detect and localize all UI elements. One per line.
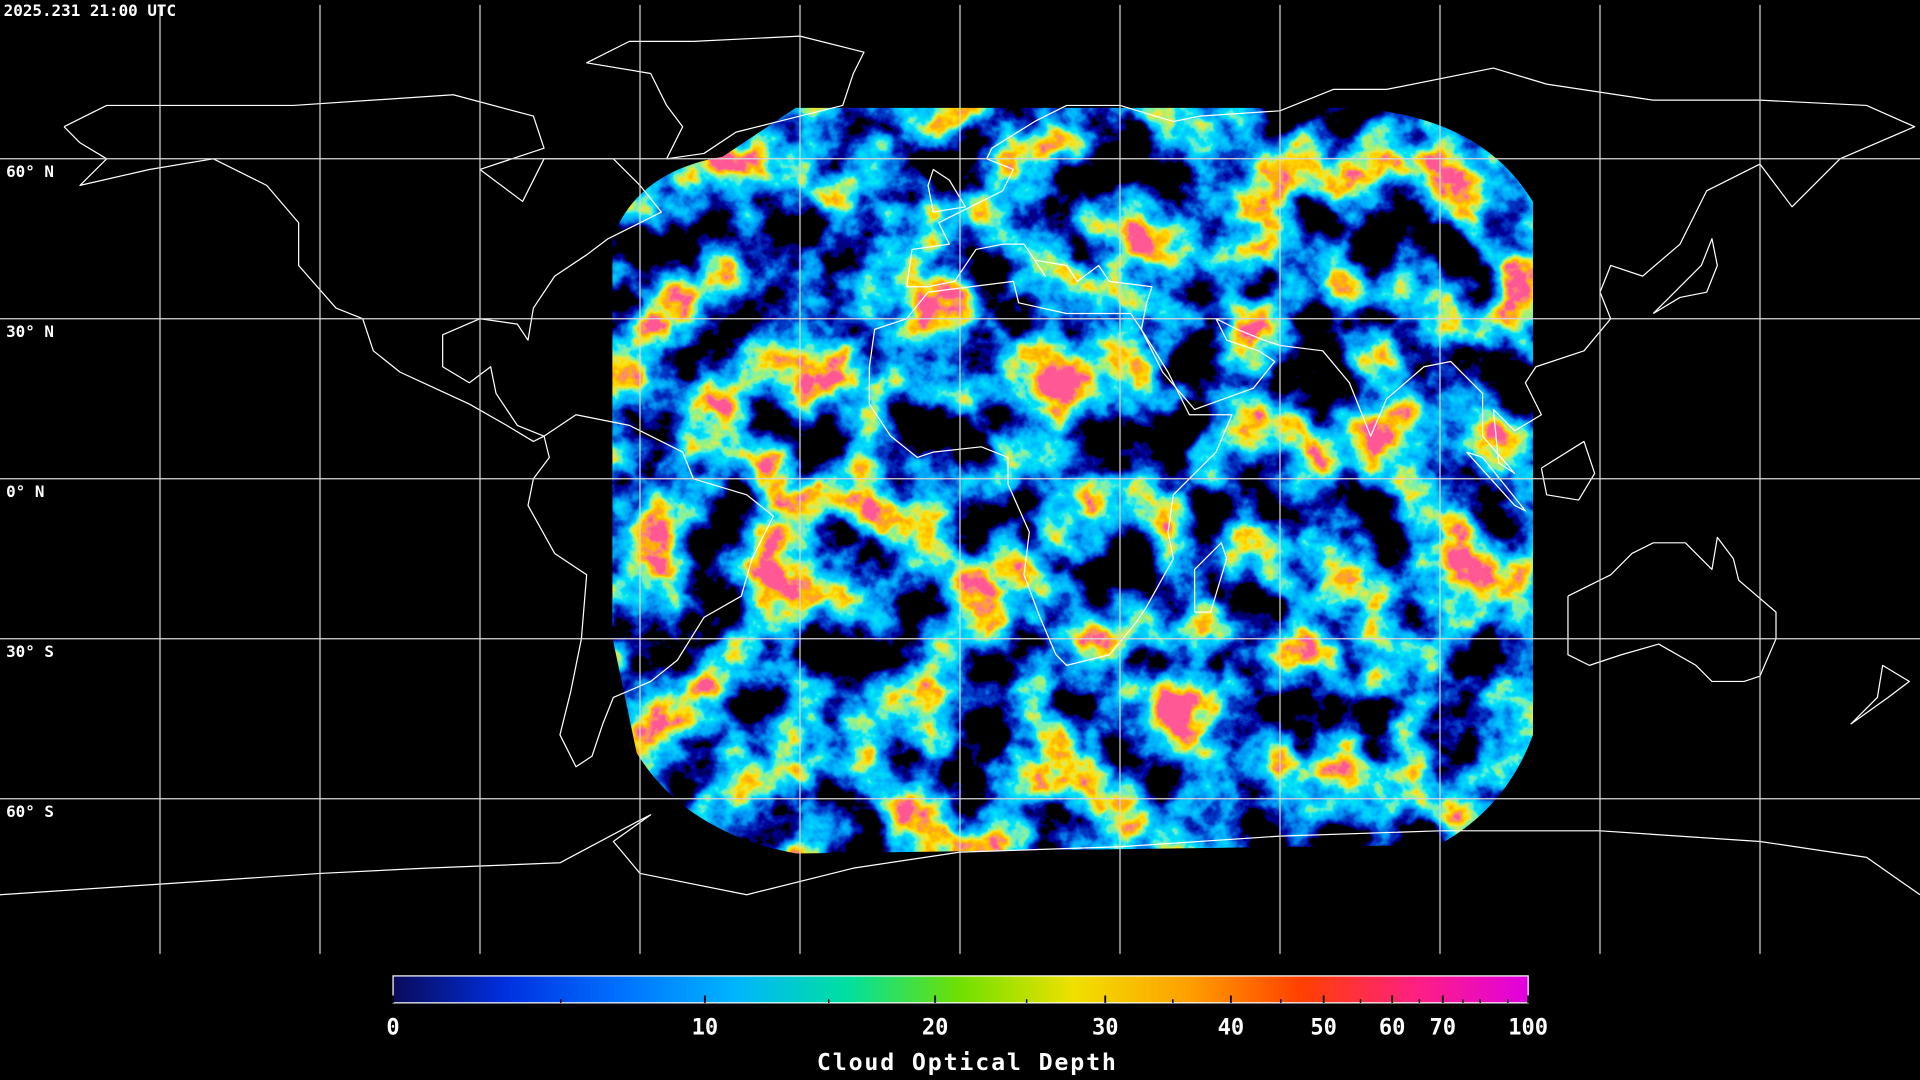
coastline	[906, 67, 1916, 474]
colorbar-tick-label: 70	[1430, 1016, 1457, 1041]
coastline	[1652, 238, 1718, 314]
coastline	[1466, 451, 1526, 512]
graticule	[0, 4, 1920, 954]
timestamp: 2025.231 21:00 UTC	[4, 1, 176, 20]
cloud-imagery	[612, 107, 1534, 854]
colorbar-tick-label: 60	[1379, 1016, 1406, 1041]
colorbar-tick-label: 20	[922, 1016, 949, 1041]
cloud-field	[612, 107, 1534, 854]
latitude-label: 60° N	[6, 162, 54, 181]
latitude-label: 0° N	[6, 482, 44, 501]
colorbar-tick-label: 10	[692, 1016, 719, 1041]
coastline	[1194, 542, 1228, 613]
latitude-label: 30° S	[6, 642, 54, 661]
coastline	[868, 280, 1233, 666]
colorbar	[392, 975, 1529, 1004]
coastline	[1567, 536, 1777, 683]
latitude-label: 60° S	[6, 802, 54, 821]
colorbar-tick-label: 100	[1508, 1016, 1548, 1041]
colorbar-tick-label: 30	[1092, 1016, 1119, 1041]
latitude-labels: 60° N 30° N 0° N 30° S 60° S	[6, 162, 54, 821]
colorbar-title: Cloud Optical Depth	[817, 1049, 1118, 1076]
coastline	[1540, 440, 1596, 501]
latitude-label: 30° N	[6, 322, 54, 341]
colorbar-tick-label: 50	[1310, 1016, 1337, 1041]
coastline	[1850, 664, 1910, 725]
colorbar-ticks: 0 10 20 30 40 50 60 70 100	[386, 995, 1548, 1041]
colorbar-tick-label: 40	[1218, 1016, 1245, 1041]
colorbar-tick-label: 0	[386, 1016, 399, 1041]
